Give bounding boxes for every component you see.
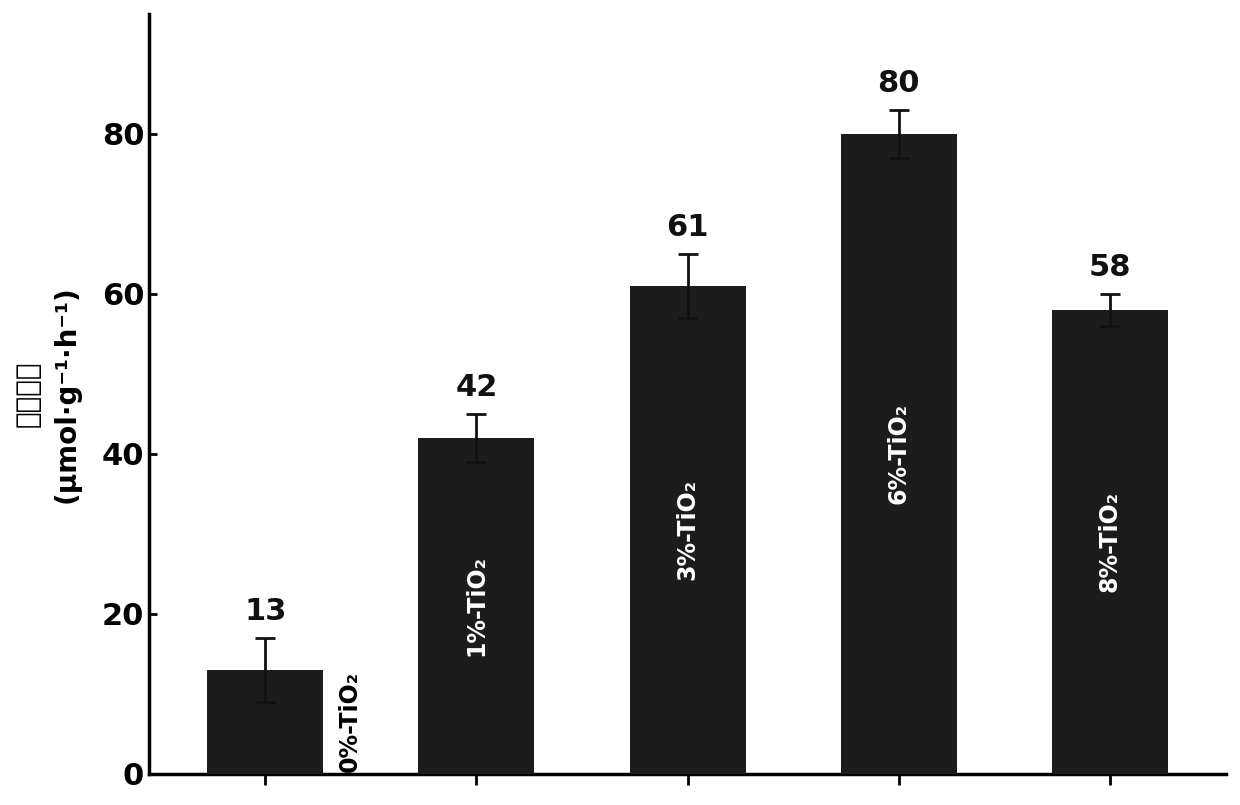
Bar	[418, 438, 534, 774]
Bar	[1052, 310, 1168, 774]
Text: 3%-TiO₂: 3%-TiO₂	[676, 479, 699, 580]
Text: 6%-TiO₂: 6%-TiO₂	[887, 403, 910, 504]
Text: 58: 58	[1089, 253, 1131, 282]
Text: 1%-TiO₂: 1%-TiO₂	[465, 555, 489, 656]
Text: 0%-TiO₂: 0%-TiO₂	[339, 671, 362, 772]
Text: 8%-TiO₂: 8%-TiO₂	[1097, 491, 1122, 592]
Text: 61: 61	[666, 213, 709, 242]
Bar	[207, 670, 324, 774]
Text: 13: 13	[244, 597, 286, 625]
Bar	[630, 286, 745, 774]
Text: 80: 80	[878, 69, 920, 98]
Bar	[841, 134, 957, 774]
Y-axis label: 氮的产量
(μmol·g⁻¹·h⁻¹): 氮的产量 (μmol·g⁻¹·h⁻¹)	[14, 285, 81, 502]
Text: 42: 42	[455, 373, 497, 402]
